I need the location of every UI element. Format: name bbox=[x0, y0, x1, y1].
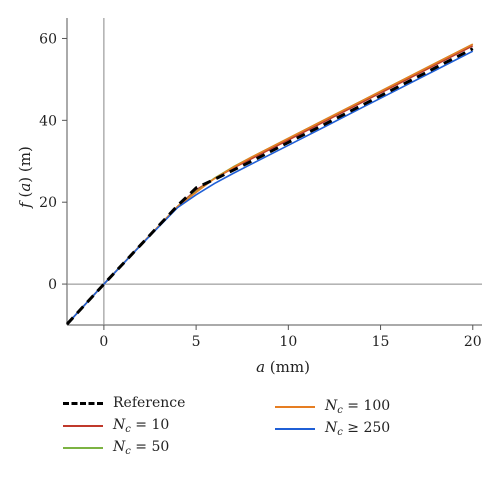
y-axis-label: f (a) (m) bbox=[16, 146, 34, 209]
y-tick-label: 40 bbox=[39, 113, 57, 129]
y-tick-label: 20 bbox=[39, 195, 57, 211]
series-line-4 bbox=[66, 50, 474, 325]
series-layer bbox=[65, 43, 474, 326]
tick-labels: 0 5 10 15 20 0 20 40 60 bbox=[39, 31, 482, 350]
x-tick-label: 20 bbox=[464, 334, 482, 350]
series-line-0 bbox=[65, 47, 474, 326]
x-tick-label: 15 bbox=[372, 334, 390, 350]
x-tick-label: 10 bbox=[279, 334, 297, 350]
series-line-2 bbox=[66, 43, 474, 325]
x-axis-label: a (mm) bbox=[256, 358, 310, 376]
y-tick-label: 0 bbox=[48, 277, 57, 293]
axes bbox=[62, 18, 482, 330]
series-line-3 bbox=[66, 43, 474, 325]
x-tick-label: 5 bbox=[192, 334, 201, 350]
x-tick-label: 0 bbox=[99, 334, 108, 350]
y-tick-label: 60 bbox=[39, 31, 57, 47]
series-line-1 bbox=[66, 45, 474, 325]
